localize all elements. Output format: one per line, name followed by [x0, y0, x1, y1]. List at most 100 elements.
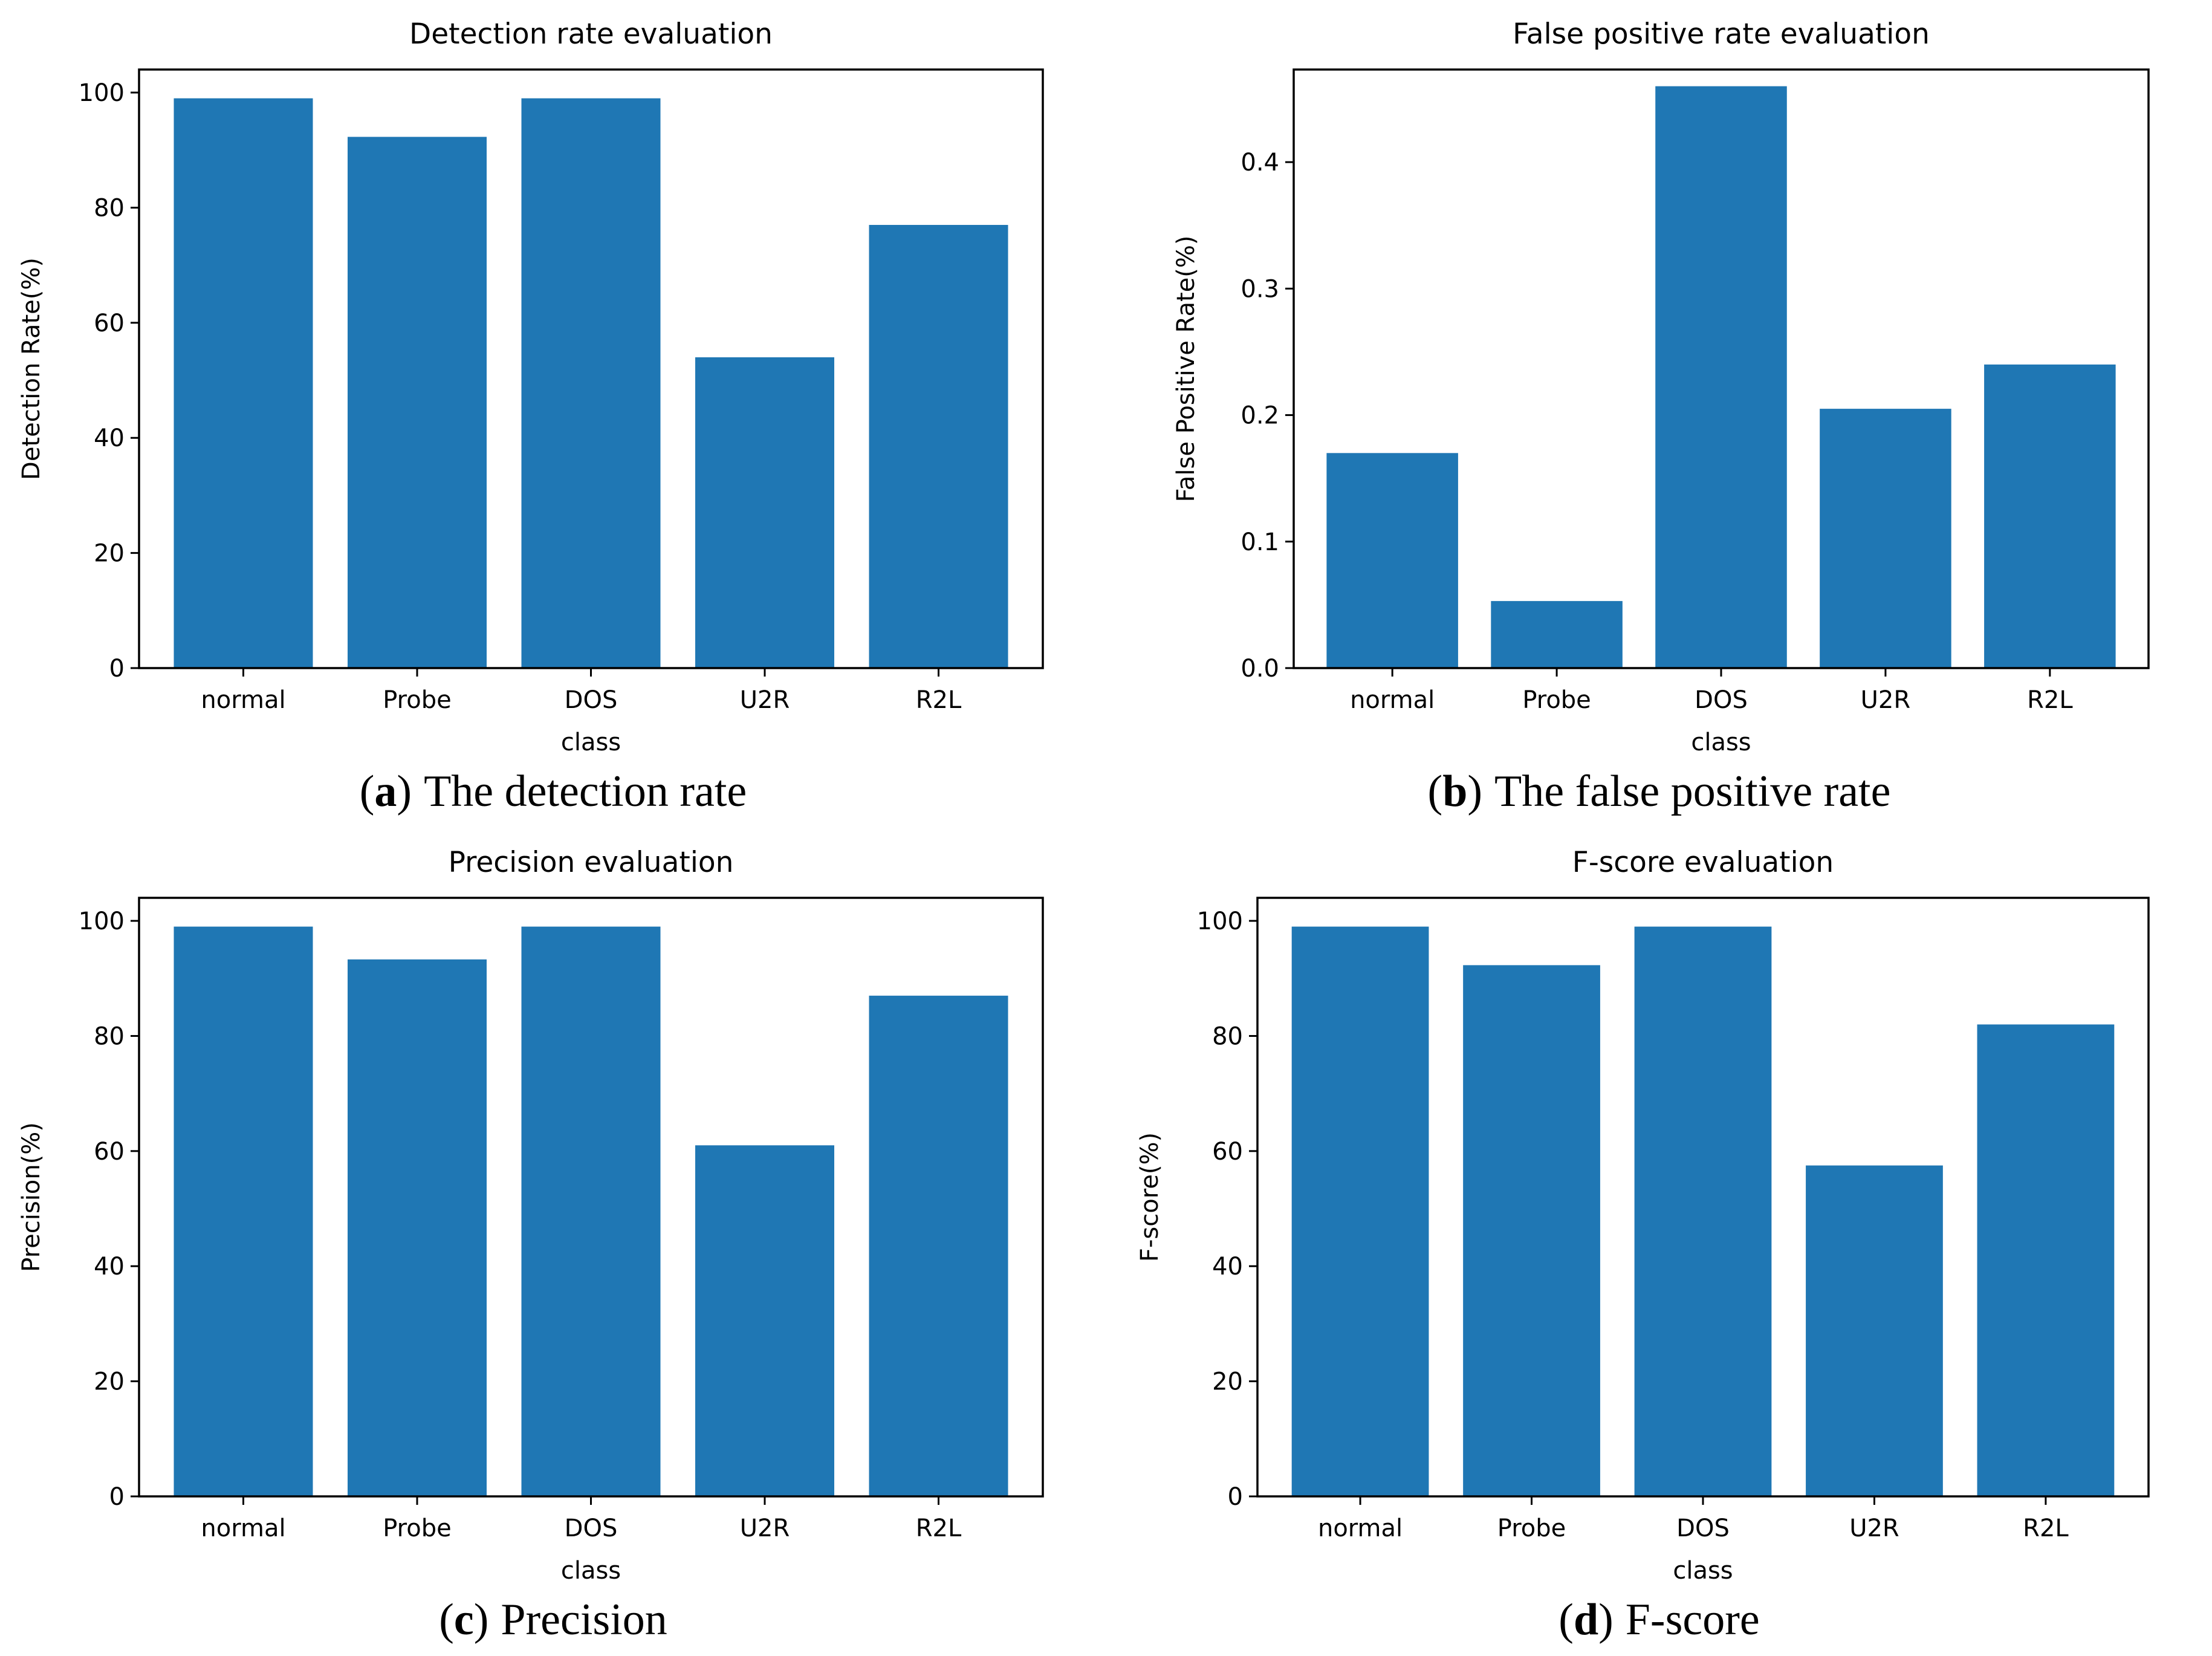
bar-R2L	[1977, 1024, 2115, 1496]
y-tick-label: 40	[94, 424, 125, 452]
y-axis-label: False Positive Rate(%)	[1172, 236, 1200, 502]
x-tick-label: DOS	[1695, 686, 1748, 714]
caption-paren-close: )	[473, 1595, 489, 1645]
bar-U2R	[695, 1145, 834, 1496]
y-tick-label: 80	[1212, 1022, 1243, 1050]
x-tick-label: normal	[1350, 686, 1435, 714]
y-axis-label: F-score(%)	[1136, 1132, 1164, 1262]
y-tick-label: 0	[109, 1483, 125, 1511]
x-tick-label: R2L	[2023, 1515, 2069, 1542]
bar-normal	[1291, 926, 1429, 1496]
bar-Probe	[1491, 601, 1623, 668]
y-tick-label: 60	[94, 1138, 125, 1166]
bar-R2L	[1984, 364, 2116, 668]
x-tick-label: R2L	[2027, 686, 2073, 714]
chart-title: F-score evaluation	[1572, 846, 1834, 879]
caption-text: The detection rate	[424, 767, 747, 816]
chart-title: Detection rate evaluation	[409, 18, 773, 51]
y-tick-label: 0.2	[1241, 402, 1279, 430]
y-tick-label: 20	[1212, 1368, 1243, 1396]
bar-DOS	[1655, 86, 1787, 669]
y-tick-label: 100	[79, 908, 125, 935]
caption-letter: a	[374, 767, 397, 816]
x-tick-label: DOS	[565, 686, 618, 714]
y-tick-label: 0.1	[1241, 528, 1279, 556]
x-tick-label: normal	[201, 1515, 285, 1542]
bar-normal	[174, 98, 313, 668]
bar-DOS	[521, 926, 661, 1496]
y-tick-label: 40	[94, 1253, 125, 1281]
subplot-detection-rate: 0 20 40 60 80 100 normal Probe DOS U2R R2L Detectio…	[0, 0, 1106, 828]
caption-paren-close: )	[397, 767, 412, 816]
x-tick-label: DOS	[565, 1515, 618, 1542]
y-tick-label: 0	[109, 655, 125, 683]
caption-letter: b	[1442, 767, 1468, 816]
subplot-false-positive-rate: 0.0 0.1 0.2 0.3 0.4 normal Probe DOS U2R R2L False…	[1106, 0, 2212, 828]
precision-chart: 0 20 40 60 80 100 normal Probe DOS U2R R2L Precisio…	[18, 846, 1044, 1584]
caption-text: F-score	[1625, 1595, 1760, 1645]
f-score-chart: 0 20 40 60 80 100 normal Probe DOS U2R R2L F-score …	[1136, 846, 2150, 1584]
caption-paren-close: )	[1467, 767, 1482, 816]
y-tick-label: 60	[1212, 1138, 1243, 1166]
bar-Probe	[348, 137, 487, 668]
y-tick-label: 0.3	[1241, 275, 1279, 303]
x-tick-label: U2R	[740, 686, 790, 714]
y-tick-label: 0	[1228, 1483, 1243, 1511]
caption-paren-close: )	[1598, 1595, 1614, 1645]
y-axis-label: Detection Rate(%)	[18, 258, 45, 480]
subplot-precision: 0 20 40 60 80 100 normal Probe DOS U2R R2L Precisio…	[0, 828, 1106, 1656]
x-tick-label: normal	[1318, 1515, 1403, 1542]
y-tick-label: 80	[94, 1022, 125, 1050]
bar-normal	[174, 926, 313, 1496]
bar-U2R	[1806, 1165, 1943, 1496]
x-axis-label: class	[561, 729, 621, 756]
caption-precision: (c) Precision	[439, 1584, 667, 1655]
bar-U2R	[1820, 409, 1951, 668]
y-tick-label: 40	[1212, 1253, 1243, 1281]
y-tick-label: 100	[79, 79, 125, 107]
x-axis-label: class	[561, 1557, 621, 1584]
y-tick-label: 80	[94, 194, 125, 222]
caption-text: Precision	[501, 1595, 667, 1645]
x-tick-label: U2R	[1849, 1515, 1899, 1542]
caption-paren-open: (	[1427, 767, 1443, 816]
y-tick-label: 20	[94, 1368, 125, 1396]
caption-false-positive-rate: (b) The false positive rate	[1428, 756, 1891, 827]
chart-title: Precision evaluation	[449, 846, 734, 879]
bar-U2R	[695, 357, 834, 668]
x-tick-label: R2L	[916, 686, 962, 714]
bar-R2L	[869, 995, 1008, 1496]
bar-Probe	[1463, 965, 1600, 1496]
bar-R2L	[869, 225, 1008, 668]
caption-letter: d	[1573, 1595, 1599, 1645]
caption-paren-open: (	[359, 767, 375, 816]
y-tick-label: 0.0	[1241, 655, 1279, 683]
detection-rate-chart: 0 20 40 60 80 100 normal Probe DOS U2R R2L Detectio…	[18, 18, 1044, 756]
x-axis-label: class	[1673, 1557, 1733, 1584]
y-axis-label: Precision(%)	[18, 1122, 45, 1272]
subplot-f-score: 0 20 40 60 80 100 normal Probe DOS U2R R2L F-score …	[1106, 828, 2212, 1656]
x-tick-label: normal	[201, 686, 285, 714]
caption-text: The false positive rate	[1494, 767, 1891, 816]
x-tick-label: U2R	[740, 1515, 790, 1542]
x-axis-label: class	[1691, 729, 1751, 756]
y-tick-label: 100	[1197, 908, 1243, 935]
caption-letter: c	[453, 1595, 474, 1645]
y-tick-label: 0.4	[1241, 149, 1279, 177]
caption-f-score: (d) F-score	[1558, 1584, 1759, 1655]
x-tick-label: R2L	[916, 1515, 962, 1542]
x-tick-label: DOS	[1676, 1515, 1730, 1542]
x-tick-label: Probe	[383, 1515, 451, 1542]
chart-title: False positive rate evaluation	[1513, 18, 1930, 51]
bar-DOS	[521, 98, 661, 668]
y-tick-label: 20	[94, 540, 125, 568]
x-tick-label: Probe	[383, 686, 451, 714]
bar-DOS	[1634, 926, 1772, 1496]
false-positive-rate-chart: 0.0 0.1 0.2 0.3 0.4 normal Probe DOS U2R R2L False…	[1172, 18, 2150, 756]
y-tick-label: 60	[94, 310, 125, 337]
x-tick-label: U2R	[1861, 686, 1911, 714]
caption-paren-open: (	[439, 1595, 454, 1645]
bar-normal	[1326, 453, 1458, 668]
x-tick-label: Probe	[1522, 686, 1591, 714]
